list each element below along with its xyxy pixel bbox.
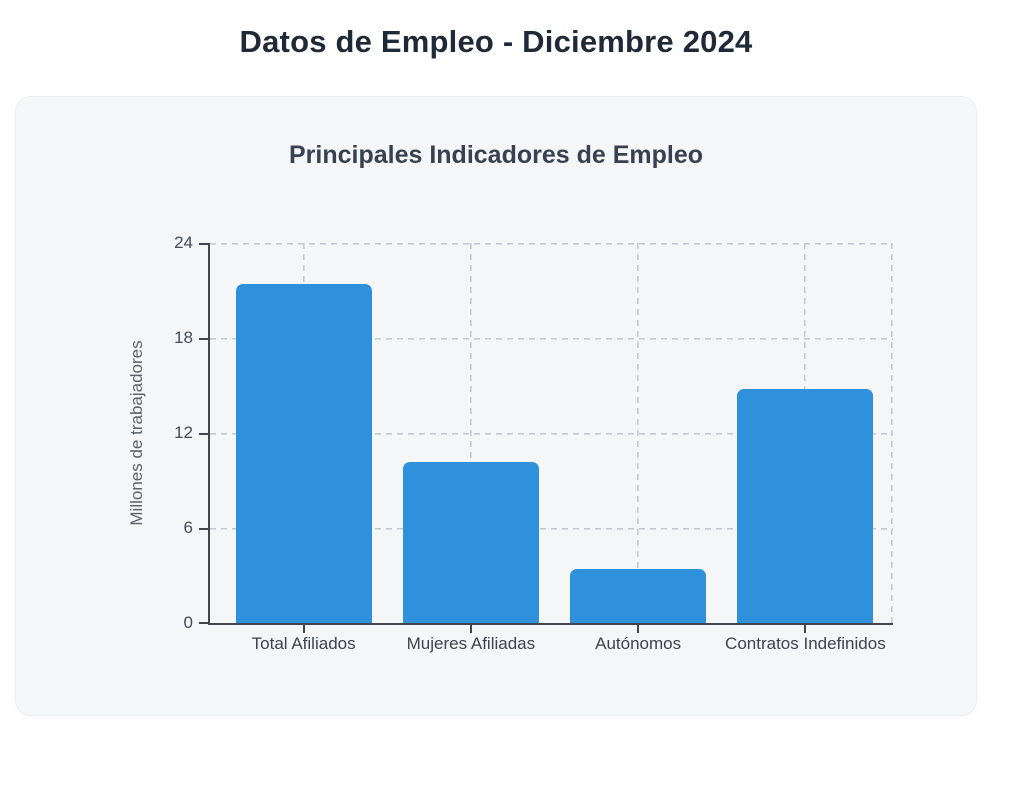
x-tick-mark xyxy=(804,625,807,633)
gridline-horizontal xyxy=(210,243,893,245)
gridline-vertical xyxy=(637,243,640,623)
x-tick-mark xyxy=(469,625,472,633)
chart-card: Principales Indicadores de Empleo Millon… xyxy=(15,96,977,716)
plot-area: 0 6 12 18 24 Total Afiliados Mujeres Afiliadas… xyxy=(174,234,893,653)
y-tick-mark xyxy=(199,528,208,530)
bar-contratos-indefinidos xyxy=(737,388,874,623)
y-tick-mark xyxy=(199,433,208,435)
bar-total-afiliados xyxy=(235,284,372,623)
y-tick-label: 0 xyxy=(183,613,193,632)
bar-chart: Millones de trabajadores 0 6 12 18 24 Total A… xyxy=(16,97,976,715)
bar-mujeres-afiliadas xyxy=(402,461,539,623)
y-tick-label: 18 xyxy=(174,328,193,347)
y-tick-mark xyxy=(199,622,208,624)
page-title: Datos de Empleo - Diciembre 2024 xyxy=(239,24,753,59)
x-tick-mark xyxy=(637,625,640,633)
gridline-vertical xyxy=(469,243,472,623)
y-tick-label: 6 xyxy=(183,518,193,537)
bar-aut-nomos xyxy=(570,569,707,623)
gridline-vertical-right-edge xyxy=(891,243,893,623)
x-tick-mark xyxy=(302,625,305,633)
gridline-horizontal xyxy=(210,528,893,530)
y-tick-mark xyxy=(199,338,208,340)
y-tick-label: 12 xyxy=(174,423,193,442)
x-tick-label: Total Afiliados xyxy=(251,634,356,653)
page: Datos de Empleo - Diciembre 2024 Princip… xyxy=(15,0,977,716)
gridline-horizontal xyxy=(210,433,893,435)
gridline-horizontal xyxy=(210,338,893,340)
x-tick-label: Contratos Indefinidos xyxy=(725,634,886,653)
y-axis-title: Millones de trabajadores xyxy=(127,340,146,526)
x-tick-label: Autónomos xyxy=(595,634,682,653)
x-tick-label: Mujeres Afiliadas xyxy=(406,634,536,653)
y-tick-label: 24 xyxy=(174,233,193,252)
y-tick-mark xyxy=(199,243,208,245)
chart-title: Principales Indicadores de Empleo xyxy=(288,141,704,169)
